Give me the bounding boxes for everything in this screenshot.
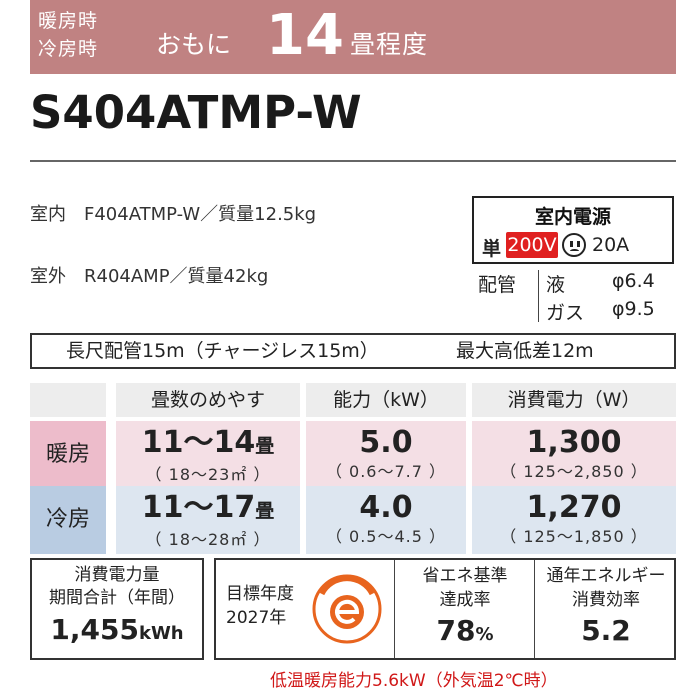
efficiency-divider-2 <box>534 560 535 658</box>
heating-tatami: 11～14 <box>141 425 256 460</box>
annual-label-2: 期間合計（年間） <box>49 588 185 608</box>
header-heating-label: 暖房時 <box>38 10 99 32</box>
cooling-tatami-unit: 畳 <box>255 500 275 522</box>
max-height-difference: 最大高低差12m <box>456 340 594 362</box>
cooling-capacity: 4.0 <box>359 490 413 525</box>
std-unit: % <box>475 624 494 645</box>
power-phase: 単 <box>482 238 502 260</box>
low-temp-heating-note: 低温暖房能力5.6kW（外気温2℃時） <box>270 671 558 691</box>
heating-capacity-range: （ 0.6～7.7 ） <box>325 462 447 481</box>
piping-label: 配管 <box>478 274 517 296</box>
piping-gas-label: ガス <box>546 302 585 324</box>
power-voltage-badge: 200V <box>506 232 558 258</box>
long-pipe-length: 長尺配管15m（チャージレス15m） <box>66 340 379 362</box>
std-label-1: 省エネ基準 <box>422 566 508 586</box>
table-header-corner <box>30 383 106 417</box>
cooling-power: 1,270 <box>526 490 622 525</box>
heating-power: 1,300 <box>526 425 622 460</box>
cooling-power-cell: 1,270 （ 125～1,850 ） <box>472 486 676 554</box>
piping-gas-value: φ9.5 <box>612 298 655 320</box>
efficiency-divider-1 <box>394 560 395 658</box>
piping-divider <box>538 270 539 322</box>
long-pipe-box: 長尺配管15m（チャージレス15m） 最大高低差12m <box>30 333 676 369</box>
table-header-capacity: 能力（kW） <box>306 383 466 417</box>
power-supply-box: 室内電源 単 200V 20A <box>472 196 674 264</box>
target-year: 目標年度 2027年 <box>226 582 294 630</box>
standard-achievement: 省エネ基準 達成率 78% <box>396 560 534 652</box>
heating-power-range: （ 125～2,850 ） <box>500 462 648 481</box>
power-amperage: 20A <box>592 234 630 256</box>
header-mainly: おもに <box>156 30 232 59</box>
outlet-plug-icon <box>562 233 586 257</box>
cooling-tatami-range: （ 18～28㎡ ） <box>145 530 271 549</box>
header-tatami-unit: 畳程度 <box>350 30 429 59</box>
heating-capacity-cell: 5.0 （ 0.6～7.7 ） <box>306 421 466 489</box>
header-tatami-count: 14 <box>266 3 344 68</box>
apf-value: 5.2 <box>581 614 631 647</box>
outdoor-unit-spec: 室外 R404AMP／質量42kg <box>30 266 269 287</box>
indoor-unit-spec: 室内 F404ATMP-W／質量12.5kg <box>30 204 317 225</box>
table-header-power: 消費電力（W） <box>472 383 676 417</box>
std-value: 78 <box>436 614 476 647</box>
std-label-2: 達成率 <box>439 590 491 610</box>
annual-label-1: 消費電力量 <box>74 565 160 585</box>
annual-performance-factor: 通年エネルギー 消費効率 5.2 <box>536 560 676 648</box>
table-header-tatami: 畳数のめやす <box>116 383 300 417</box>
heating-power-cell: 1,300 （ 125～2,850 ） <box>472 421 676 489</box>
cooling-capacity-range: （ 0.5～4.5 ） <box>325 527 447 546</box>
cooling-power-range: （ 125～1,850 ） <box>500 527 648 546</box>
cooling-row-label: 冷房 <box>30 486 106 554</box>
divider <box>30 160 676 162</box>
efficiency-box: 目標年度 2027年 省エネ基準 達成率 78% 通年エネルギー 消費効率 5.… <box>214 558 676 660</box>
header-cooling-label: 冷房時 <box>38 38 99 60</box>
heating-row-label: 暖房 <box>30 421 106 489</box>
heating-tatami-unit: 畳 <box>255 435 275 457</box>
piping-liquid-label: 液 <box>546 274 566 296</box>
apf-label-2: 消費効率 <box>572 590 640 610</box>
header-banner: 暖房時 冷房時 おもに 14 畳程度 <box>30 0 676 74</box>
heating-tatami-range: （ 18～23㎡ ） <box>145 465 271 484</box>
target-year-label: 目標年度 <box>226 584 294 604</box>
model-number: S404ATMP-W <box>30 86 362 139</box>
cooling-tatami: 11～17 <box>141 490 256 525</box>
power-title: 室内電源 <box>534 206 611 228</box>
heating-tatami-cell: 11～14畳 （ 18～23㎡ ） <box>116 421 300 489</box>
cooling-capacity-cell: 4.0 （ 0.5～4.5 ） <box>306 486 466 554</box>
heating-capacity: 5.0 <box>359 425 413 460</box>
cooling-tatami-cell: 11～17畳 （ 18～28㎡ ） <box>116 486 300 554</box>
target-year-value: 2027年 <box>226 608 287 628</box>
annual-value: 1,455 <box>50 613 139 646</box>
apf-label-1: 通年エネルギー <box>546 566 666 586</box>
energy-saving-e-mark-icon <box>312 574 382 644</box>
piping-liquid-value: φ6.4 <box>612 270 655 292</box>
annual-consumption-box: 消費電力量 期間合計（年間） 1,455kWh <box>30 558 204 660</box>
annual-unit: kWh <box>138 623 184 644</box>
